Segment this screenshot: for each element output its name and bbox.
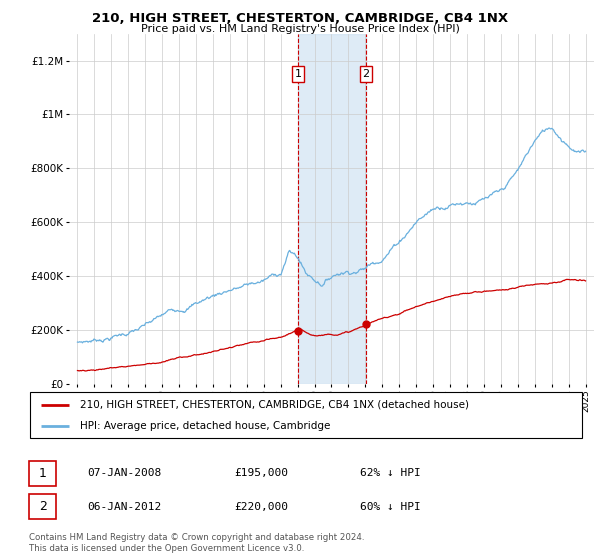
Text: 1: 1 xyxy=(38,466,47,480)
Text: 60% ↓ HPI: 60% ↓ HPI xyxy=(360,502,421,512)
Text: 07-JAN-2008: 07-JAN-2008 xyxy=(87,468,161,478)
Text: 210, HIGH STREET, CHESTERTON, CAMBRIDGE, CB4 1NX (detached house): 210, HIGH STREET, CHESTERTON, CAMBRIDGE,… xyxy=(80,400,469,410)
Text: 2: 2 xyxy=(38,500,47,514)
Text: 06-JAN-2012: 06-JAN-2012 xyxy=(87,502,161,512)
Text: HPI: Average price, detached house, Cambridge: HPI: Average price, detached house, Camb… xyxy=(80,421,330,431)
Text: Contains HM Land Registry data © Crown copyright and database right 2024.
This d: Contains HM Land Registry data © Crown c… xyxy=(29,533,364,553)
Text: Price paid vs. HM Land Registry's House Price Index (HPI): Price paid vs. HM Land Registry's House … xyxy=(140,24,460,34)
Text: £220,000: £220,000 xyxy=(234,502,288,512)
Text: 2: 2 xyxy=(362,69,370,79)
Bar xyxy=(298,34,366,384)
Text: 62% ↓ HPI: 62% ↓ HPI xyxy=(360,468,421,478)
Text: £195,000: £195,000 xyxy=(234,468,288,478)
Text: 1: 1 xyxy=(295,69,302,79)
Text: 210, HIGH STREET, CHESTERTON, CAMBRIDGE, CB4 1NX: 210, HIGH STREET, CHESTERTON, CAMBRIDGE,… xyxy=(92,12,508,25)
